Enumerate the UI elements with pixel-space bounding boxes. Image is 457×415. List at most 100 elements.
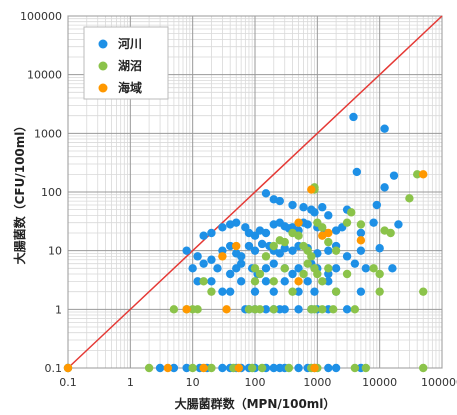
point-lake <box>255 269 265 279</box>
point-lake <box>412 170 422 179</box>
point-lake <box>280 237 289 247</box>
point-river <box>352 167 362 177</box>
point-river <box>207 228 216 238</box>
point-river <box>250 287 260 296</box>
point-lake <box>342 218 352 227</box>
point-lake <box>347 208 356 217</box>
legend-label-sea: 海域 <box>118 80 142 95</box>
point-lake <box>247 363 257 373</box>
point-lake <box>329 305 338 314</box>
point-lake <box>331 287 341 296</box>
point-lake <box>250 277 260 286</box>
point-lake <box>284 363 294 373</box>
point-lake <box>144 363 154 373</box>
point-sea <box>199 363 208 373</box>
point-river <box>225 241 235 251</box>
point-lake <box>324 237 333 247</box>
point-river <box>324 363 333 373</box>
point-river <box>303 220 312 229</box>
y-tick-label: 1 <box>55 303 62 316</box>
point-river <box>269 363 278 373</box>
point-sea <box>419 170 428 179</box>
point-lake <box>244 305 254 314</box>
x-tick-label: 10 <box>186 376 200 389</box>
point-river <box>294 363 303 373</box>
point-lake <box>318 277 327 286</box>
point-river <box>218 223 227 232</box>
point-river <box>280 244 289 253</box>
x-tick-label: 10000 <box>362 376 397 389</box>
point-lake <box>207 363 216 373</box>
point-river <box>232 218 241 227</box>
point-river <box>288 200 297 210</box>
point-lake <box>419 287 428 296</box>
point-lake <box>350 305 360 314</box>
reference-line <box>67 15 443 369</box>
legend-label-river: 河川 <box>117 36 142 51</box>
point-river <box>356 246 366 255</box>
point-sea <box>318 231 327 240</box>
point-river <box>257 239 267 249</box>
point-river <box>380 183 389 192</box>
point-lake <box>261 252 271 261</box>
point-river <box>193 252 202 261</box>
point-lake <box>188 363 197 373</box>
point-river <box>331 363 341 373</box>
point-river <box>310 208 319 217</box>
point-river <box>269 259 278 268</box>
y-tick-label: 100 <box>41 186 62 199</box>
point-river <box>380 124 389 133</box>
point-sea <box>163 363 173 373</box>
point-river <box>294 264 303 273</box>
point-river <box>261 228 271 238</box>
point-lake <box>318 305 327 314</box>
point-river <box>261 189 271 198</box>
x-tick-labels: 0.1 1 10 100 1000 10000 100000 <box>59 376 457 389</box>
point-river <box>225 287 235 296</box>
point-river <box>199 231 208 240</box>
point-river <box>389 171 399 180</box>
point-river <box>236 252 246 261</box>
point-river <box>350 259 360 268</box>
point-lake <box>313 269 322 279</box>
point-river <box>236 259 246 268</box>
point-lake <box>303 259 312 268</box>
point-river <box>324 211 333 220</box>
point-river <box>207 277 216 286</box>
point-river <box>244 241 254 251</box>
point-river <box>361 264 371 273</box>
x-tick-label: 100000 <box>421 376 457 389</box>
point-river <box>299 203 308 212</box>
point-river <box>342 305 352 314</box>
point-river <box>349 112 358 122</box>
point-river <box>294 305 303 314</box>
point-lake <box>269 277 278 286</box>
y-tick-labels: 0.1 1 10 100 1000 10000 100000 <box>20 10 62 375</box>
point-lake <box>269 241 278 251</box>
point-river <box>261 264 271 273</box>
point-sea <box>294 218 303 227</box>
point-lake <box>375 269 384 279</box>
point-river <box>356 287 366 296</box>
point-lake <box>419 363 428 373</box>
y-tick-label: 0.1 <box>45 362 63 375</box>
point-lake <box>356 220 366 229</box>
point-lake <box>169 305 179 314</box>
point-lake <box>193 305 202 314</box>
point-river <box>182 246 191 255</box>
point-river <box>318 203 327 212</box>
point-river <box>207 255 216 264</box>
y-tick-label: 10000 <box>27 69 62 82</box>
point-river <box>280 305 289 314</box>
point-river <box>388 264 397 273</box>
point-river <box>261 277 271 286</box>
point-lake <box>350 363 360 373</box>
point-lake <box>199 277 208 286</box>
point-lake <box>361 363 371 373</box>
y-axis-title: 大腸菌数（CFU/100ml） <box>12 120 27 265</box>
point-river <box>169 363 179 373</box>
point-lake <box>269 305 278 314</box>
point-river <box>288 246 297 255</box>
point-lake <box>310 305 319 314</box>
point-river <box>218 363 227 373</box>
